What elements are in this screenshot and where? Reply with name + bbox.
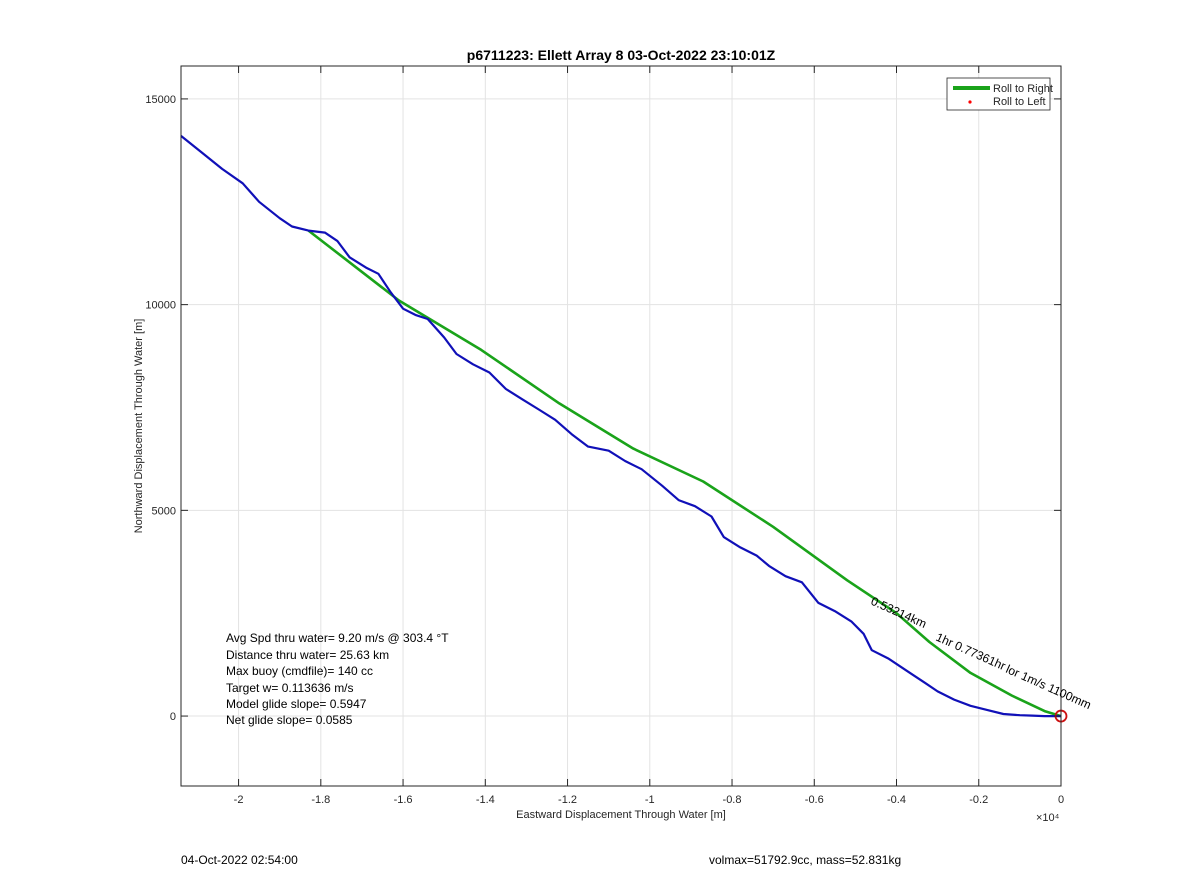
series-line-roll-right <box>307 229 1062 718</box>
x-tick-label: -0.8 <box>723 794 742 806</box>
y-tick-label: 5000 <box>152 505 176 517</box>
x-tick-label: -2 <box>234 794 244 806</box>
legend: Roll to Right Roll to Left <box>946 77 1053 111</box>
stat-distance: Distance thru water= 25.63 km <box>226 648 389 662</box>
x-exponent-label: ×10⁴ <box>1036 812 1060 824</box>
x-tick-label: -1.2 <box>558 794 577 806</box>
x-tick-label: -1.6 <box>394 794 413 806</box>
series-line-track <box>180 135 1061 718</box>
legend-label-roll-right: Roll to Right <box>993 83 1053 95</box>
stat-model-glide: Model glide slope= 0.5947 <box>226 697 367 711</box>
y-tick-label: 15000 <box>145 94 176 106</box>
chart-title: p6711223: Ellett Array 8 03-Oct-2022 23:… <box>467 47 776 63</box>
y-axis-label: Northward Displacement Through Water [m] <box>133 319 145 534</box>
stats-block: Avg Spd thru water= 9.20 m/s @ 303.4 °T … <box>226 631 449 727</box>
tick-layer: -2 -1.8 -1.6 -1.4 -1.2 -1 -0.8 -0.6 -0.4 -0.2 0 0 50… <box>145 66 1064 806</box>
y-tick-label: 10000 <box>145 300 176 312</box>
x-tick-label: -0.4 <box>887 794 906 806</box>
stat-max-buoy: Max buoy (cmdfile)= 140 cc <box>226 664 373 678</box>
stat-target-w: Target w= 0.113636 m/s <box>226 681 354 695</box>
x-tick-label: -1 <box>645 794 655 806</box>
x-axis-label: Eastward Displacement Through Water [m] <box>516 809 726 821</box>
grid-lines <box>181 66 1062 786</box>
x-tick-label: -0.2 <box>969 794 988 806</box>
legend-box <box>946 77 1051 111</box>
annotation-time: 1hr 0.77361hr <box>934 630 1008 673</box>
x-tick-label: -1.4 <box>476 794 495 806</box>
footer-timestamp: 04-Oct-2022 02:54:00 <box>181 853 298 867</box>
legend-swatch-roll-left <box>968 100 972 104</box>
stat-avg-speed: Avg Spd thru water= 9.20 m/s @ 303.4 °T <box>226 631 449 645</box>
annotation-speed: lor 1m/s 1100mm <box>1004 662 1094 712</box>
stat-net-glide: Net glide slope= 0.0585 <box>226 713 353 727</box>
x-tick-label: 0 <box>1058 794 1064 806</box>
x-tick-label: -1.8 <box>311 794 330 806</box>
axes-box <box>180 65 1062 787</box>
y-tick-label: 0 <box>170 711 176 723</box>
footer-vehicle-params: volmax=51792.9cc, mass=52.831kg <box>709 853 902 867</box>
x-tick-label: -0.6 <box>805 794 824 806</box>
legend-label-roll-left: Roll to Left <box>993 96 1046 108</box>
annotation-distance: 0.53214km <box>869 594 929 631</box>
